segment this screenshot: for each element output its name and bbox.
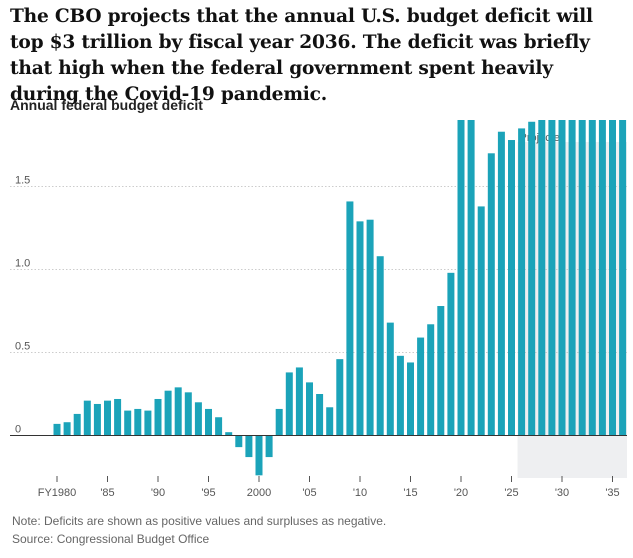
bar-1999 (245, 435, 253, 458)
chart-note: Note: Deficits are shown as positive val… (12, 514, 387, 528)
bar-2034 (598, 120, 606, 436)
bar-1992 (174, 387, 182, 436)
bar-2022 (477, 206, 485, 436)
x-tick-label: '05 (302, 487, 316, 499)
bar-1990 (154, 398, 162, 436)
bar-2021 (467, 120, 475, 436)
y-tick-label: 1.0 (15, 258, 30, 270)
x-tick-label: '25 (504, 487, 518, 499)
bar-2019 (447, 272, 455, 436)
bar-2036 (619, 120, 627, 436)
deficit-bar-chart: Projected $3.5 trillion3.02.52.01.51.00.… (10, 120, 627, 499)
bar-1989 (144, 410, 152, 436)
bar-1993 (184, 392, 192, 436)
bar-2012 (376, 256, 384, 436)
x-tick-label: '15 (403, 487, 417, 499)
bar-2014 (396, 355, 404, 436)
x-tick-label: FY1980 (38, 487, 77, 499)
bar-2030 (558, 120, 566, 436)
bar-2013 (386, 322, 394, 436)
bar-1988 (134, 408, 142, 436)
bar-2017 (427, 324, 435, 436)
x-tick-label: 2000 (247, 487, 271, 499)
bar-1987 (124, 410, 132, 436)
x-tick-label: '20 (454, 487, 468, 499)
bar-2006 (316, 394, 324, 436)
x-tick-label: '85 (100, 487, 114, 499)
bar-2035 (609, 120, 616, 436)
bar-1984 (93, 403, 101, 436)
bar-1995 (205, 408, 212, 436)
bar-2007 (326, 407, 334, 436)
bar-2003 (285, 372, 293, 436)
bar-2008 (336, 359, 344, 436)
x-tick-label: '30 (555, 487, 569, 499)
y-tick-label: 1.5 (15, 175, 30, 187)
y-tick-label: 0 (15, 424, 21, 436)
bar-2027 (528, 121, 536, 436)
bar-2028 (538, 120, 546, 436)
bar-2018 (437, 306, 445, 436)
bar-2026 (518, 128, 526, 436)
bar-2005 (306, 382, 313, 436)
x-tick-label: '90 (151, 487, 165, 499)
bar-2033 (588, 120, 596, 436)
bar-2023 (487, 153, 495, 436)
y-tick-label: 0.5 (15, 341, 30, 353)
x-tick-label: '10 (353, 487, 367, 499)
chart-subtitle: Annual federal budget deficit (10, 97, 203, 113)
bar-1980 (53, 423, 61, 436)
bar-1983 (83, 400, 91, 436)
bar-1996 (215, 417, 223, 436)
bar-2029 (548, 120, 556, 436)
chart-headline: The CBO projects that the annual U.S. bu… (10, 6, 593, 105)
bar-2002 (275, 408, 283, 436)
chart-source: Source: Congressional Budget Office (12, 532, 210, 546)
bar-2001 (265, 435, 273, 458)
bar-2032 (578, 120, 586, 436)
bar-2004 (295, 367, 303, 436)
bar-2009 (346, 201, 354, 436)
bar-1994 (194, 402, 202, 436)
x-tick-label: '35 (605, 487, 619, 499)
bar-2024 (497, 131, 505, 436)
bar-1982 (73, 413, 81, 436)
bar-2020 (457, 120, 465, 436)
bar-2011 (366, 219, 374, 436)
x-tick-label: '95 (201, 487, 215, 499)
bar-2016 (417, 337, 425, 436)
bar-2015 (407, 362, 414, 436)
bar-1998 (235, 435, 243, 448)
bar-2000 (255, 435, 263, 476)
bar-1991 (164, 390, 172, 436)
bar-1997 (225, 432, 233, 436)
bar-1986 (114, 398, 122, 436)
bar-1985 (104, 400, 111, 436)
bar-2010 (356, 221, 364, 436)
bar-1981 (63, 422, 71, 436)
bar-2025 (508, 140, 515, 436)
bar-2031 (568, 120, 576, 436)
